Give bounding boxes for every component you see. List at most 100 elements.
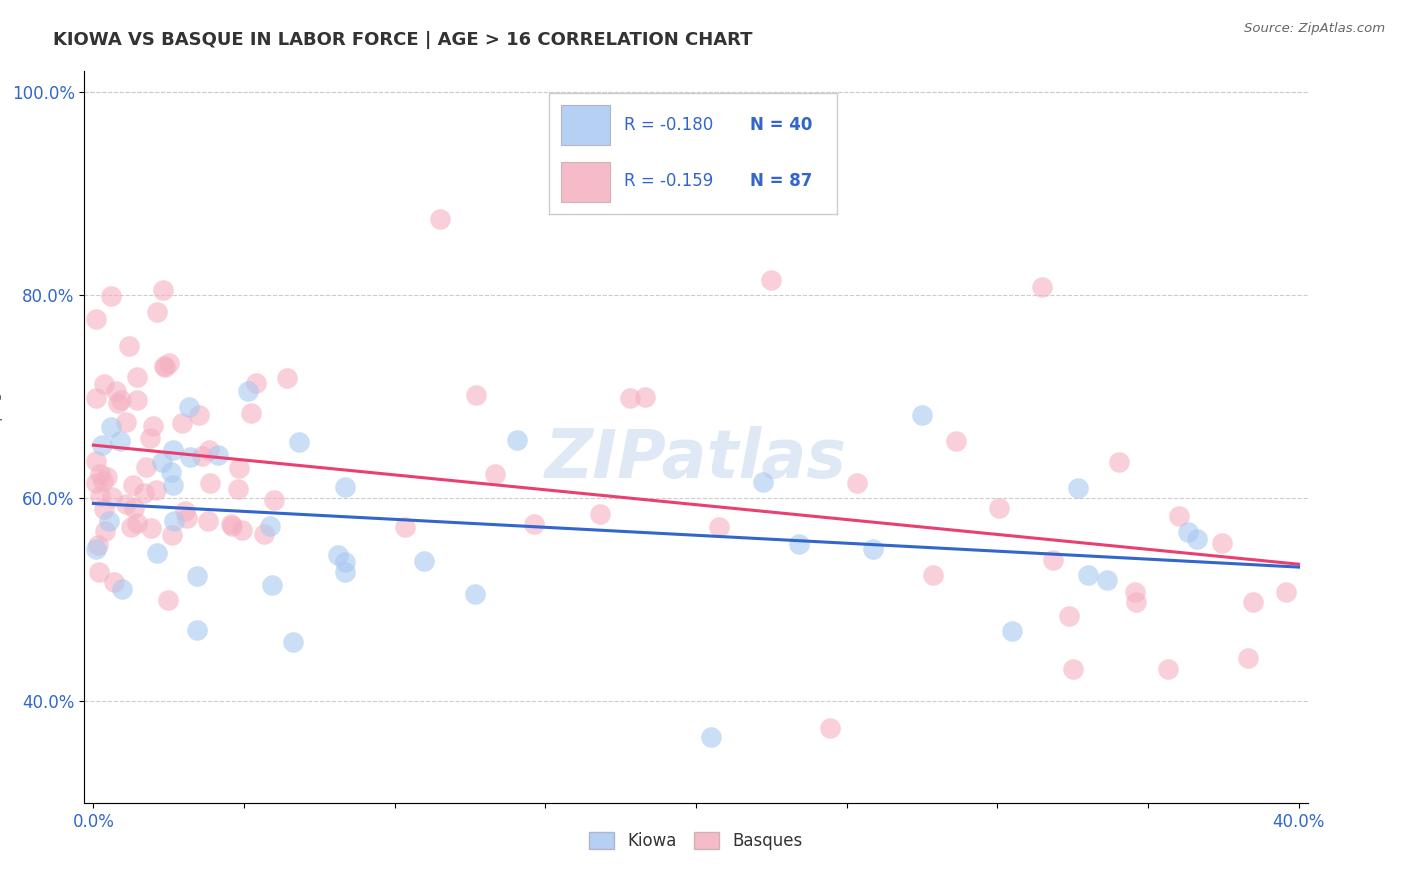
Point — [709, 520, 731, 534]
Text: ZIPatlas: ZIPatlas — [546, 426, 846, 492]
Point — [142, 418, 165, 433]
Point — [170, 416, 193, 430]
Point — [110, 393, 132, 408]
Point — [787, 537, 810, 551]
Point — [125, 392, 148, 407]
Point — [135, 459, 157, 474]
Point — [186, 569, 208, 583]
Point — [145, 546, 167, 560]
Point — [1211, 536, 1233, 550]
Point — [506, 433, 529, 447]
Point — [100, 420, 122, 434]
Point — [89, 489, 111, 503]
Point — [921, 567, 943, 582]
Point — [186, 624, 208, 638]
Point — [160, 465, 183, 479]
Point — [86, 542, 108, 557]
Point — [1095, 573, 1118, 587]
Point — [177, 400, 200, 414]
Point — [262, 578, 284, 592]
Point — [162, 527, 184, 541]
Point — [1241, 594, 1264, 608]
Point — [245, 376, 267, 390]
Point — [107, 396, 129, 410]
Point — [1108, 454, 1130, 468]
Point — [239, 406, 262, 420]
Point — [207, 448, 229, 462]
Point — [394, 520, 416, 534]
Point — [846, 476, 869, 491]
Point — [153, 359, 176, 374]
Point — [413, 554, 436, 568]
Point — [176, 510, 198, 524]
Point — [86, 454, 108, 468]
Point — [288, 434, 311, 449]
Point — [101, 490, 124, 504]
Point — [197, 442, 219, 457]
Point — [333, 555, 356, 569]
Point — [114, 416, 136, 430]
Point — [263, 493, 285, 508]
Point — [103, 575, 125, 590]
Point — [127, 370, 149, 384]
Point — [988, 501, 1011, 516]
Point — [945, 434, 967, 448]
Point — [105, 384, 128, 398]
Point — [226, 482, 249, 496]
Point — [1177, 524, 1199, 539]
Point — [89, 467, 111, 481]
Point — [1062, 662, 1084, 676]
Y-axis label: In Labor Force | Age > 16: In Labor Force | Age > 16 — [0, 340, 3, 534]
Point — [120, 519, 142, 533]
Point — [751, 475, 773, 490]
Point — [152, 283, 174, 297]
Point — [634, 390, 657, 404]
Point — [87, 538, 110, 552]
Point — [276, 371, 298, 385]
Point — [1077, 568, 1099, 582]
Point — [1067, 481, 1090, 495]
Point — [162, 442, 184, 457]
Point — [465, 388, 488, 402]
Text: Source: ZipAtlas.com: Source: ZipAtlas.com — [1244, 22, 1385, 36]
Point — [86, 391, 108, 405]
Point — [108, 434, 131, 448]
Point — [283, 635, 305, 649]
Point — [139, 521, 162, 535]
Point — [911, 408, 934, 422]
Point — [122, 477, 145, 491]
Point — [1168, 509, 1191, 524]
Point — [93, 502, 115, 516]
Point — [1125, 595, 1147, 609]
Text: KIOWA VS BASQUE IN LABOR FORCE | AGE > 16 CORRELATION CHART: KIOWA VS BASQUE IN LABOR FORCE | AGE > 1… — [53, 31, 754, 49]
Point — [117, 339, 139, 353]
Legend: Kiowa, Basques: Kiowa, Basques — [583, 825, 808, 856]
Point — [1237, 651, 1260, 665]
Point — [862, 541, 884, 556]
Point — [191, 450, 214, 464]
Point — [179, 450, 201, 465]
Point — [335, 565, 357, 579]
Point — [1157, 662, 1180, 676]
Point — [139, 431, 162, 445]
Point — [146, 305, 169, 319]
Point — [159, 356, 181, 370]
Point — [523, 516, 546, 531]
Point — [1123, 584, 1146, 599]
Point — [619, 391, 641, 405]
Point — [150, 455, 173, 469]
Point — [122, 501, 145, 516]
Point — [253, 526, 276, 541]
Point — [589, 507, 612, 521]
Point — [464, 587, 486, 601]
Point — [484, 467, 506, 481]
Point — [197, 514, 219, 528]
Point — [700, 730, 723, 744]
Point — [761, 272, 783, 286]
Point — [231, 523, 253, 537]
Point — [91, 475, 114, 489]
Point — [127, 516, 149, 530]
Point — [100, 289, 122, 303]
Point — [96, 470, 118, 484]
Point — [1031, 279, 1053, 293]
